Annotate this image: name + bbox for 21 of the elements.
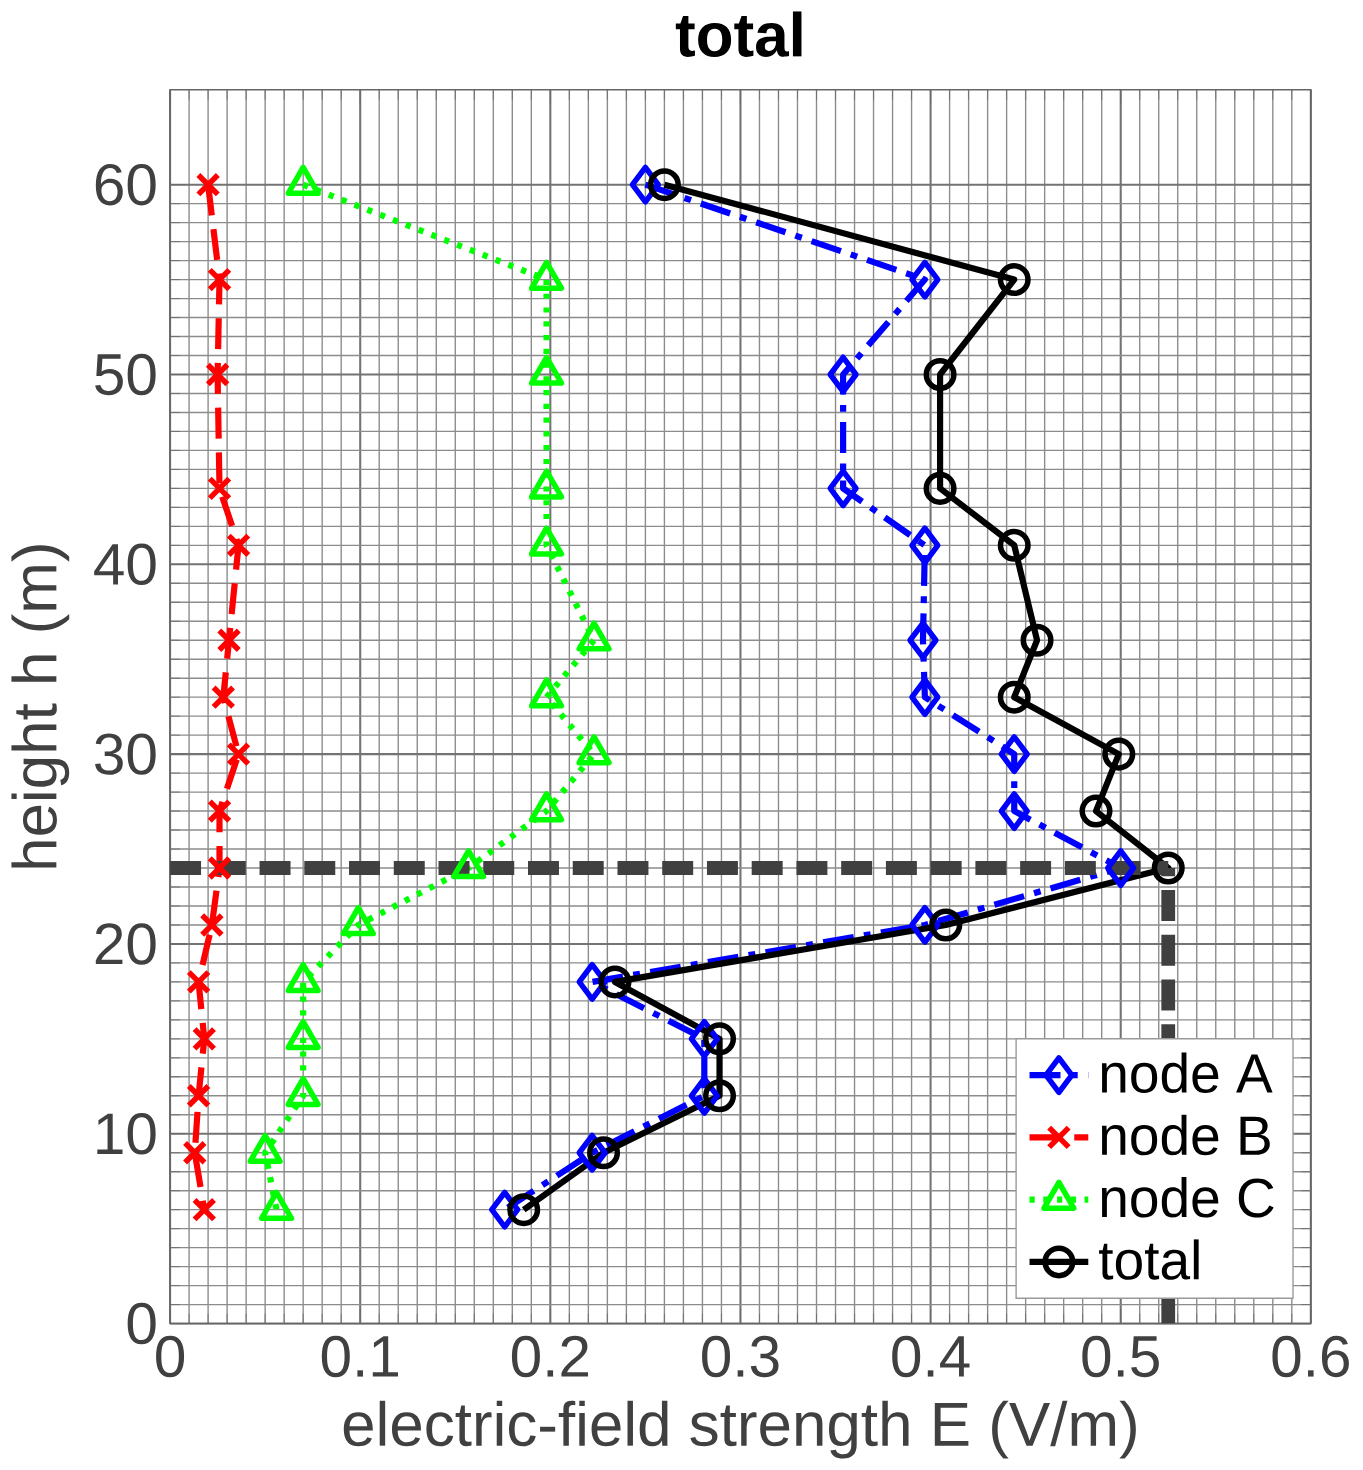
chart-title: total [675, 11, 802, 57]
x-tick-label: 0.6 [1272, 1335, 1349, 1378]
x-tick-label: 0 [156, 1335, 185, 1378]
x-tick-label: 0.3 [702, 1335, 779, 1378]
y-tick-label: 10 [97, 1113, 156, 1155]
y-tick-label: 0 [127, 1302, 156, 1345]
legend-label: node C [1101, 1177, 1274, 1218]
x-tick-label: 0.2 [511, 1335, 589, 1378]
y-axis-title: height h (m) [11, 545, 70, 868]
legend-label: node B [1101, 1114, 1270, 1156]
x-tick-label: 0.5 [1082, 1335, 1159, 1378]
y-tick-label: 20 [95, 923, 156, 965]
y-tick-label: 40 [94, 543, 156, 586]
x-axis-title: electric-field strength E (V/m) [343, 1400, 1136, 1459]
legend-label: total [1099, 1239, 1199, 1280]
y-tick-label: 30 [95, 733, 156, 775]
x-tick-label: 0.1 [321, 1335, 399, 1378]
y-tick-label: 60 [95, 163, 156, 206]
y-tick-label: 50 [95, 353, 156, 396]
x-tick-label: 0.4 [892, 1335, 970, 1378]
legend-label: node A [1101, 1052, 1273, 1093]
